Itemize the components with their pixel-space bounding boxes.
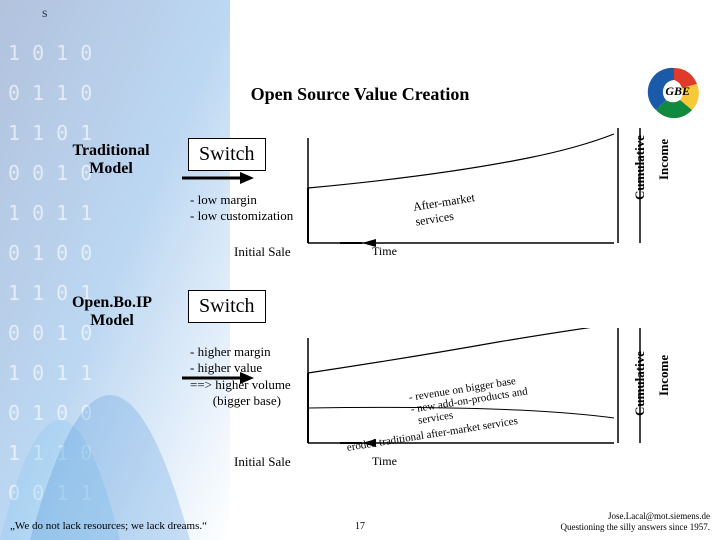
footer-email: Jose.Lacal@mot.siemens.de: [561, 511, 710, 523]
model-2-label: Open.Bo.IP Model: [52, 294, 172, 331]
corner-letter: s: [42, 6, 47, 22]
slide-title: Open Source Value Creation: [0, 84, 720, 105]
chart-1: [178, 128, 672, 262]
switch-box-2: Switch: [188, 290, 266, 323]
gbe-label: GBE: [665, 84, 690, 99]
model-1-label: Traditional Model: [56, 142, 166, 179]
footer-right: Jose.Lacal@mot.siemens.de Questioning th…: [561, 511, 710, 534]
footer-tagline: Questioning the silly answers since 1957…: [561, 522, 710, 534]
